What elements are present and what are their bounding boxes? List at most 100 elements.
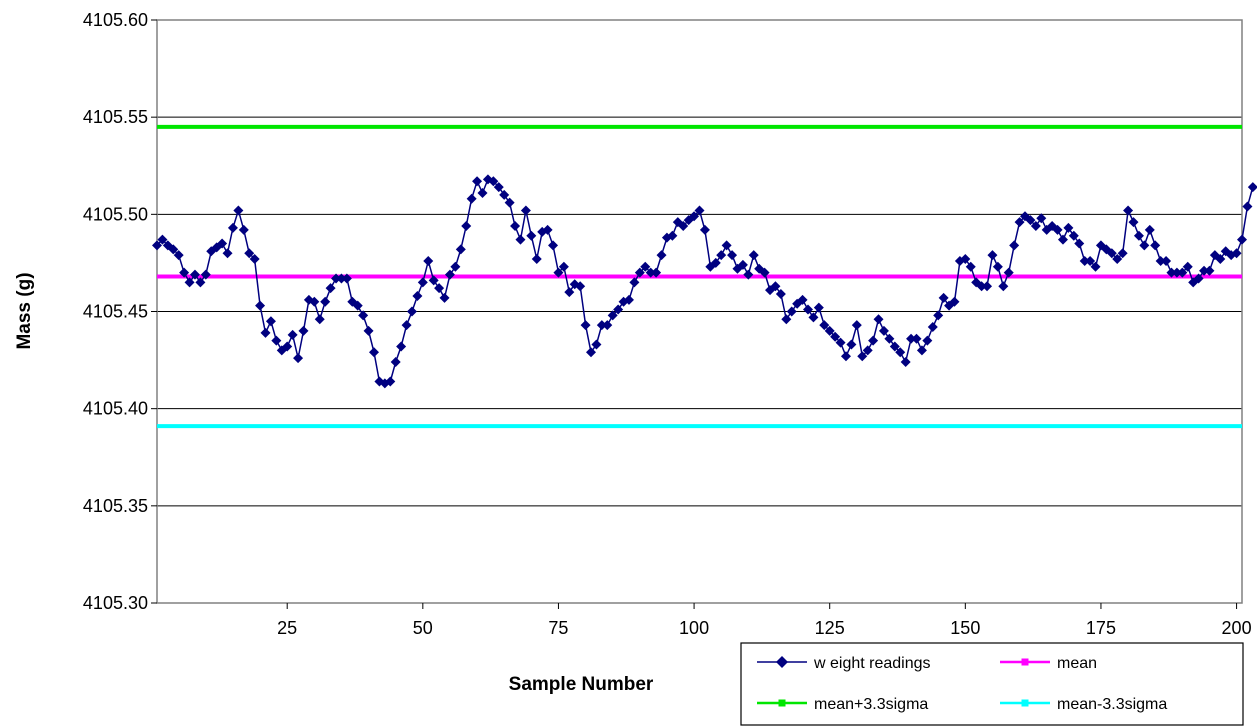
data-point [884, 333, 895, 344]
data-point [314, 314, 325, 325]
data-point [580, 320, 591, 331]
data-point [634, 267, 645, 278]
legend-label: mean+3.3sigma [814, 696, 928, 713]
legend-marker [1021, 658, 1029, 666]
data-point [265, 316, 276, 327]
data-point [1074, 238, 1085, 249]
data-point [922, 335, 933, 346]
data-point [1182, 261, 1193, 272]
data-point [244, 248, 255, 259]
y-tick-label: 4105.35 [83, 496, 148, 516]
data-point [808, 312, 819, 323]
data-point [195, 277, 206, 288]
legend: w eight readings mean mean+3.3sigma mean-3.… [740, 642, 1244, 726]
data-point [862, 345, 873, 356]
data-point [938, 292, 949, 303]
y-axis-title: Mass (g) [14, 272, 35, 349]
data-point [1209, 250, 1220, 261]
data-point [651, 267, 662, 278]
x-tick-label: 150 [950, 618, 980, 638]
data-point [287, 329, 298, 340]
legend-marker [776, 656, 788, 668]
data-point [1085, 255, 1096, 266]
legend-box [740, 642, 1244, 726]
data-point [358, 310, 369, 321]
data-point [678, 220, 689, 231]
data-point [699, 224, 710, 235]
y-tick-label: 4105.30 [83, 593, 148, 613]
data-point [586, 347, 596, 358]
data-point [927, 322, 938, 333]
data-point [602, 320, 613, 331]
data-point [1014, 217, 1025, 228]
data-point [1155, 255, 1166, 266]
data-point [830, 331, 841, 342]
data-point [759, 267, 770, 278]
data-point [933, 310, 944, 321]
data-point [320, 296, 331, 307]
data-point [607, 310, 618, 321]
data-point [184, 277, 195, 288]
data-point [803, 304, 813, 315]
data-point [1090, 261, 1101, 272]
data-point [1177, 267, 1188, 278]
data-point [1112, 254, 1123, 265]
data-point [510, 220, 521, 231]
x-tick-label: 125 [815, 618, 845, 638]
data-point [1231, 248, 1242, 259]
data-point [542, 224, 553, 235]
data-point [1057, 234, 1068, 245]
data-point [369, 347, 379, 358]
data-point [417, 277, 428, 288]
weight-readings-series [152, 174, 1257, 389]
data-point [558, 261, 569, 272]
data-point [282, 341, 293, 352]
data-point [949, 296, 960, 307]
data-point [965, 261, 976, 272]
data-point [331, 273, 342, 284]
data-point [911, 333, 922, 344]
data-point [819, 320, 830, 331]
data-point [1171, 267, 1182, 278]
data-point [737, 259, 748, 270]
data-point [260, 327, 271, 338]
data-point [1123, 205, 1134, 216]
data-point [217, 238, 228, 249]
data-point [1052, 224, 1063, 235]
data-point [1199, 265, 1210, 276]
y-tick-label: 4105.60 [83, 10, 148, 30]
data-point [1161, 255, 1172, 266]
data-point [716, 250, 727, 261]
data-point [1204, 265, 1215, 276]
data-point [450, 261, 461, 272]
data-point [1215, 254, 1226, 265]
data-point [748, 250, 759, 261]
data-point [1003, 267, 1014, 278]
legend-weight-readings: w eight readings [757, 655, 931, 672]
legend-label: mean-3.3sigma [1057, 696, 1167, 713]
data-point [309, 296, 320, 307]
data-point [895, 347, 906, 358]
data-point [916, 345, 927, 356]
x-axis-ticks: 25 50 75 100 125 150 175 200 [277, 603, 1252, 638]
data-point [222, 248, 233, 259]
data-point [390, 357, 401, 368]
y-tick-label: 4105.45 [83, 302, 148, 322]
data-point [878, 325, 889, 336]
data-point [249, 254, 260, 265]
data-point [629, 277, 640, 288]
data-point [613, 304, 624, 315]
data-point [781, 314, 792, 325]
x-axis-title: Sample Number [509, 674, 654, 695]
legend-label: w eight readings [813, 655, 931, 672]
data-point [824, 325, 835, 336]
data-point [564, 287, 575, 298]
data-point [423, 255, 434, 266]
data-point [982, 281, 993, 292]
data-point [710, 257, 721, 268]
data-point [992, 261, 1003, 272]
data-point [255, 300, 266, 311]
data-point [412, 290, 423, 301]
data-point [1025, 215, 1036, 226]
